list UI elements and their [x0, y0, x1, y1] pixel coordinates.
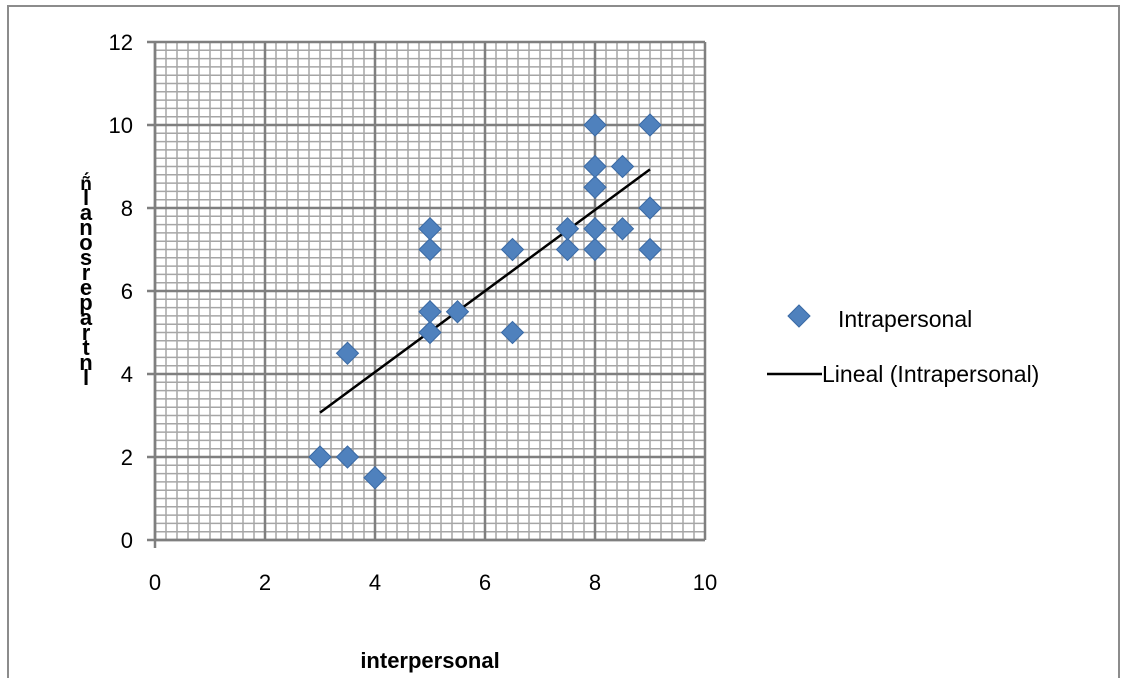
data-point [638, 237, 662, 262]
data-point [555, 217, 580, 241]
y-tick-label: 2 [121, 445, 133, 470]
x-tick-label: 0 [149, 570, 161, 595]
data-point [583, 113, 607, 137]
y-tick-label: 12 [109, 30, 133, 55]
legend-marker-intrapersonal [787, 304, 811, 328]
legend-label-intrapersonal: Intrapersonal [838, 306, 972, 332]
x-axis-title: interpersonal [360, 648, 499, 673]
trendline [319, 168, 651, 414]
legend-label-trendline: Lineal (Intrapersonal) [822, 361, 1039, 387]
data-point [583, 217, 607, 241]
x-tick-label: 10 [693, 570, 717, 595]
grid [147, 40, 707, 548]
data-point [638, 113, 662, 137]
trendline-layer [319, 168, 651, 414]
y-tick-label: 10 [109, 113, 133, 138]
data-point [583, 154, 607, 179]
data-point [500, 320, 525, 345]
y-tick-label: 0 [121, 528, 133, 553]
data-point [445, 300, 470, 324]
x-tick-label: 6 [479, 570, 491, 595]
data-point [610, 154, 635, 179]
y-axis-title: ñ́ l a n o s r e p a r t n l [79, 173, 93, 390]
legend: Intrapersonal Lineal (Intrapersonal) [767, 304, 1039, 387]
data-point [583, 237, 607, 262]
data-point [500, 237, 525, 262]
data-point [418, 217, 442, 241]
data-point [583, 175, 607, 199]
data-points [308, 113, 662, 490]
y-tick-label: 6 [121, 279, 133, 304]
data-point [335, 445, 360, 469]
x-tick-label: 8 [589, 570, 601, 595]
y-tick-label: 8 [121, 196, 133, 221]
data-point [555, 237, 580, 262]
x-tick-label: 2 [259, 570, 271, 595]
data-point [335, 341, 360, 365]
data-point [638, 196, 662, 220]
data-point [610, 217, 635, 241]
x-tick-label: 4 [369, 570, 381, 595]
data-point [418, 320, 442, 345]
chart-frame [7, 5, 1120, 678]
data-point [418, 300, 442, 324]
data-point [308, 445, 332, 469]
tick-labels: 0 2 4 6 8 10 0 2 4 6 8 10 12 ñ́ l a n o s r e p a r t n l [79, 30, 717, 595]
y-tick-label: 4 [121, 362, 133, 387]
data-point [363, 466, 387, 490]
data-point [418, 237, 442, 262]
